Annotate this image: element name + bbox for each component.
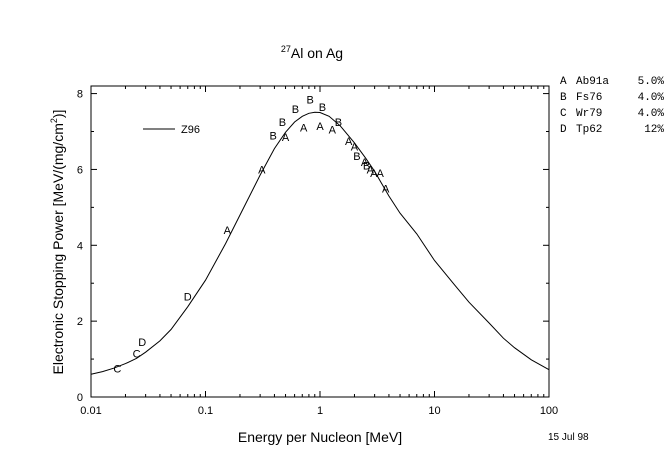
- data-point-b: B: [306, 94, 313, 106]
- y-tick-label: 8: [77, 89, 83, 101]
- data-point-a: A: [382, 183, 390, 195]
- data-point-a: A: [370, 168, 378, 180]
- legend-key: C: [560, 108, 567, 120]
- data-point-a: A: [345, 136, 353, 148]
- legend-key: B: [560, 92, 567, 104]
- data-point-b: B: [363, 161, 370, 173]
- y-tick-label: 2: [77, 316, 83, 328]
- data-point-a: A: [361, 157, 369, 169]
- y-tick-label: 4: [77, 240, 83, 252]
- y-axis-label-main: Electronic Stopping Power [MeV/(mg/cm: [50, 123, 66, 374]
- chart-title-superscript: 27: [281, 44, 291, 54]
- z96-curve-line: [90, 111, 550, 375]
- x-tick-label: 100: [540, 405, 558, 417]
- data-point-a: A: [376, 168, 384, 180]
- data-point-a: A: [224, 225, 232, 237]
- x-axis-label: Energy per Nucleon [MeV]: [238, 429, 402, 445]
- legend-key: A: [560, 76, 567, 88]
- legend-uncertainty: 5.0%: [638, 76, 665, 88]
- data-point-c: C: [113, 364, 121, 376]
- data-point-c: C: [133, 348, 141, 360]
- data-point-a: A: [316, 121, 324, 133]
- legend-reference: Ab91a: [576, 76, 609, 88]
- data-point-b: B: [279, 117, 286, 129]
- y-axis-label: Electronic Stopping Power [MeV/(mg/cm2)]: [49, 110, 66, 375]
- legend-reference: Wr79: [576, 108, 602, 120]
- reference-legend: A Ab91a 5.0% B Fs76 4.0% C Wr79 4.0% D Tp62 12%: [560, 76, 664, 136]
- data-point-b: B: [353, 151, 360, 163]
- legend-uncertainty: 12%: [644, 124, 664, 136]
- data-point-d: D: [184, 291, 192, 303]
- x-axis-ticks: 0.01 0.1 1 10 100: [80, 86, 558, 417]
- legend-key: D: [560, 124, 567, 136]
- data-point-a: A: [300, 123, 308, 135]
- y-axis-ticks: 0 2 4 6 8: [77, 89, 549, 404]
- data-point-a: A: [351, 142, 359, 154]
- y-tick-label: 6: [77, 164, 83, 176]
- data-point-a: A: [367, 164, 375, 176]
- data-point-b: B: [292, 104, 299, 116]
- data-point-a: A: [258, 164, 266, 176]
- legend-reference: Fs76: [576, 92, 602, 104]
- chart-title: 27Al on Ag: [281, 44, 343, 61]
- x-tick-label: 1: [317, 405, 323, 417]
- legend-uncertainty: 4.0%: [638, 108, 665, 120]
- x-tick-label: 10: [428, 405, 440, 417]
- y-axis-label-end: )]: [50, 110, 66, 119]
- data-point-d: D: [138, 337, 146, 349]
- y-axis-label-superscript: 2: [49, 118, 59, 123]
- chart-title-main: Al on Ag: [291, 45, 343, 61]
- y-tick-label: 0: [77, 392, 83, 404]
- legend-reference: Tp62: [576, 124, 602, 136]
- x-tick-label: 0.1: [198, 405, 213, 417]
- date-stamp: 15 Jul 98: [548, 432, 589, 443]
- line-legend-label: Z96: [181, 124, 200, 136]
- data-point-b: B: [335, 117, 342, 129]
- data-point-b: B: [319, 102, 326, 114]
- x-tick-label: 0.01: [80, 405, 101, 417]
- data-point-b: B: [270, 130, 277, 142]
- data-point-a: A: [282, 132, 290, 144]
- data-point-a: A: [329, 125, 337, 137]
- legend-uncertainty: 4.0%: [638, 92, 665, 104]
